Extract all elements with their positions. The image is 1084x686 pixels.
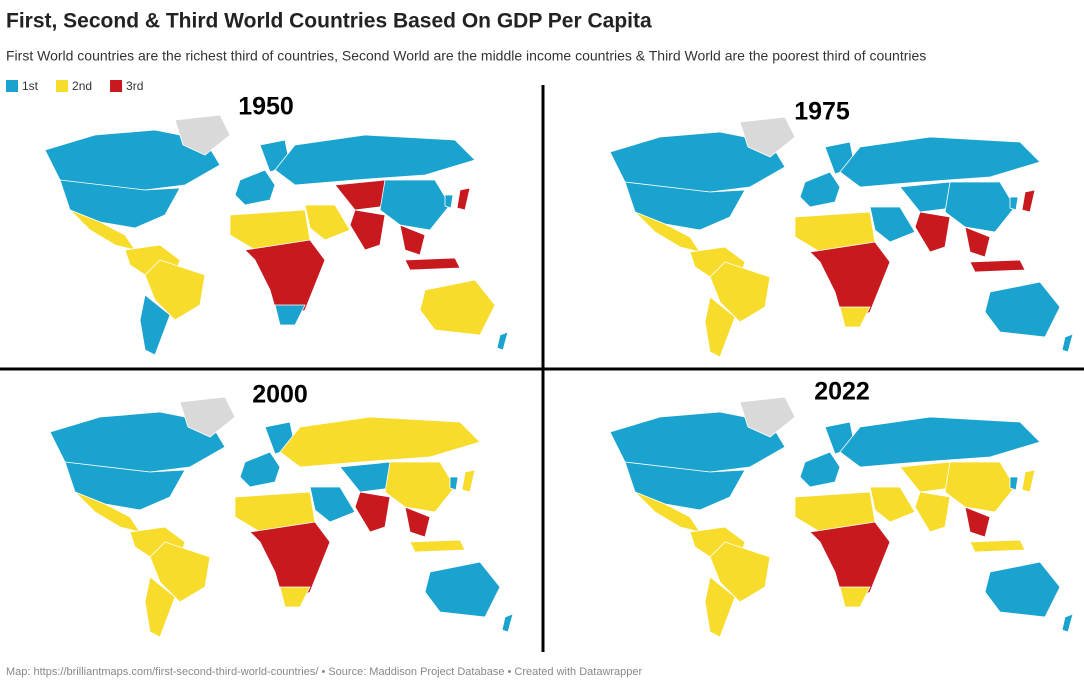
country-region: [839, 136, 1041, 188]
country-region: [419, 279, 496, 336]
country-region: [501, 613, 514, 633]
country-region: [914, 211, 951, 253]
country-region: [424, 561, 501, 618]
legend-label: 3rd: [126, 79, 143, 93]
year-label: 1975: [794, 98, 850, 126]
country-region: [274, 304, 306, 326]
country-region: [239, 451, 281, 488]
country-region: [279, 416, 481, 468]
country-region: [379, 179, 451, 231]
country-region: [839, 586, 871, 608]
maps: [44, 114, 1074, 638]
country-region: [704, 296, 736, 358]
country-region: [964, 226, 991, 258]
country-region: [839, 306, 871, 328]
country-region: [449, 476, 459, 491]
country-region: [274, 134, 476, 186]
country-region: [1061, 613, 1074, 633]
country-region: [234, 169, 276, 206]
legend-swatch: [56, 80, 69, 92]
country-region: [409, 539, 466, 553]
country-region: [144, 576, 176, 638]
country-region: [984, 281, 1061, 338]
country-region: [944, 181, 1016, 233]
legend-swatch: [110, 80, 123, 92]
country-region: [1009, 476, 1019, 491]
year-label: 2000: [252, 381, 308, 409]
country-region: [139, 294, 171, 356]
country-region: [444, 194, 454, 209]
year-label: 1950: [238, 93, 294, 121]
country-region: [969, 539, 1026, 553]
country-region: [964, 506, 991, 538]
country-region: [174, 114, 231, 156]
country-region: [399, 224, 426, 256]
year-label: 2022: [814, 378, 870, 406]
title: First, Second & Third World Countries Ba…: [6, 10, 652, 33]
country-region: [739, 396, 796, 438]
country-region: [869, 486, 916, 523]
legend: 1st 2nd 3rd: [6, 79, 143, 93]
country-region: [709, 541, 771, 603]
country-region: [709, 261, 771, 323]
country-region: [1061, 333, 1074, 353]
country-region: [304, 204, 351, 241]
world-map: [49, 396, 514, 638]
country-region: [179, 396, 236, 438]
country-region: [354, 491, 391, 533]
country-region: [914, 491, 951, 533]
country-region: [279, 586, 311, 608]
country-region: [869, 206, 916, 243]
country-region: [984, 561, 1061, 618]
country-region: [404, 257, 461, 271]
world-map: [609, 396, 1074, 638]
country-region: [461, 469, 476, 493]
legend-swatch: [6, 80, 18, 92]
country-region: [1021, 189, 1036, 213]
country-region: [149, 541, 211, 603]
country-region: [309, 486, 356, 523]
country-region: [739, 116, 796, 158]
country-region: [496, 331, 509, 351]
country-region: [969, 259, 1026, 273]
country-region: [384, 461, 456, 513]
legend-label: 2nd: [72, 79, 92, 93]
country-region: [404, 506, 431, 538]
subtitle: First World countries are the richest th…: [6, 48, 926, 64]
country-region: [144, 259, 206, 321]
country-region: [1021, 469, 1036, 493]
country-region: [944, 461, 1016, 513]
country-region: [1009, 196, 1019, 211]
country-region: [839, 416, 1041, 468]
country-region: [349, 209, 386, 251]
legend-label: 1st: [22, 79, 39, 93]
footer: Map: https://brilliantmaps.com/first-sec…: [6, 666, 643, 678]
world-map: [44, 114, 509, 356]
country-region: [799, 171, 841, 208]
country-region: [704, 576, 736, 638]
world-map: [609, 116, 1074, 358]
country-region: [799, 451, 841, 488]
country-region: [456, 187, 471, 211]
